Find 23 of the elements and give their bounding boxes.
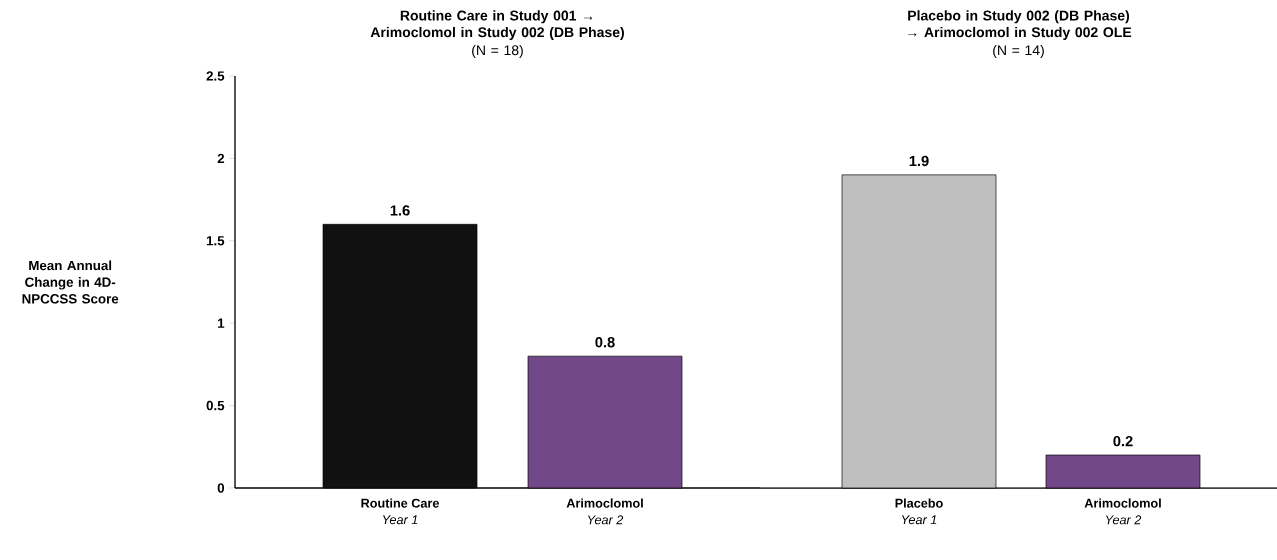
y-tick-label: 0 — [217, 483, 225, 493]
text: Year 2 — [588, 515, 624, 525]
chart-title: Routine Care in Study 001 → Arimoclomol in Study 002 (DB Phase) — [370, 10, 624, 40]
y-axis-title: Mean Annual Change in 4D-NPCCSS Score — [22, 260, 119, 304]
text: Year 2 — [1106, 515, 1142, 525]
data-label: 1.9 — [909, 155, 929, 167]
data-label: 1.6 — [390, 205, 410, 216]
chart-title: Placebo in Study 002 (DB Phase) → Arimoclomol in Study 002 OLE — [908, 10, 1132, 40]
y-tick-label: 0.5 — [206, 400, 225, 411]
chart-subtitle: (N = 18) — [472, 44, 523, 58]
x-tick-label: Arimoclomol — [1084, 498, 1161, 508]
data-label: 0.2 — [1113, 435, 1133, 447]
y-tick-label: 1 — [218, 318, 225, 328]
data-label: 0.8 — [595, 337, 615, 348]
x-tick-label: Routine Care — [361, 498, 439, 508]
x-tick-label: Placebo — [895, 498, 943, 508]
y-tick-label: 2 — [217, 153, 225, 164]
chart-subtitle: (N = 14) — [993, 44, 1044, 58]
y-tick-label: 1.5 — [206, 236, 225, 246]
x-tick-label: Arimoclomol — [566, 498, 643, 508]
y-tick-label: 2.5 — [206, 71, 225, 81]
text: Year 1 — [902, 515, 937, 525]
text: Year 1 — [383, 515, 418, 525]
